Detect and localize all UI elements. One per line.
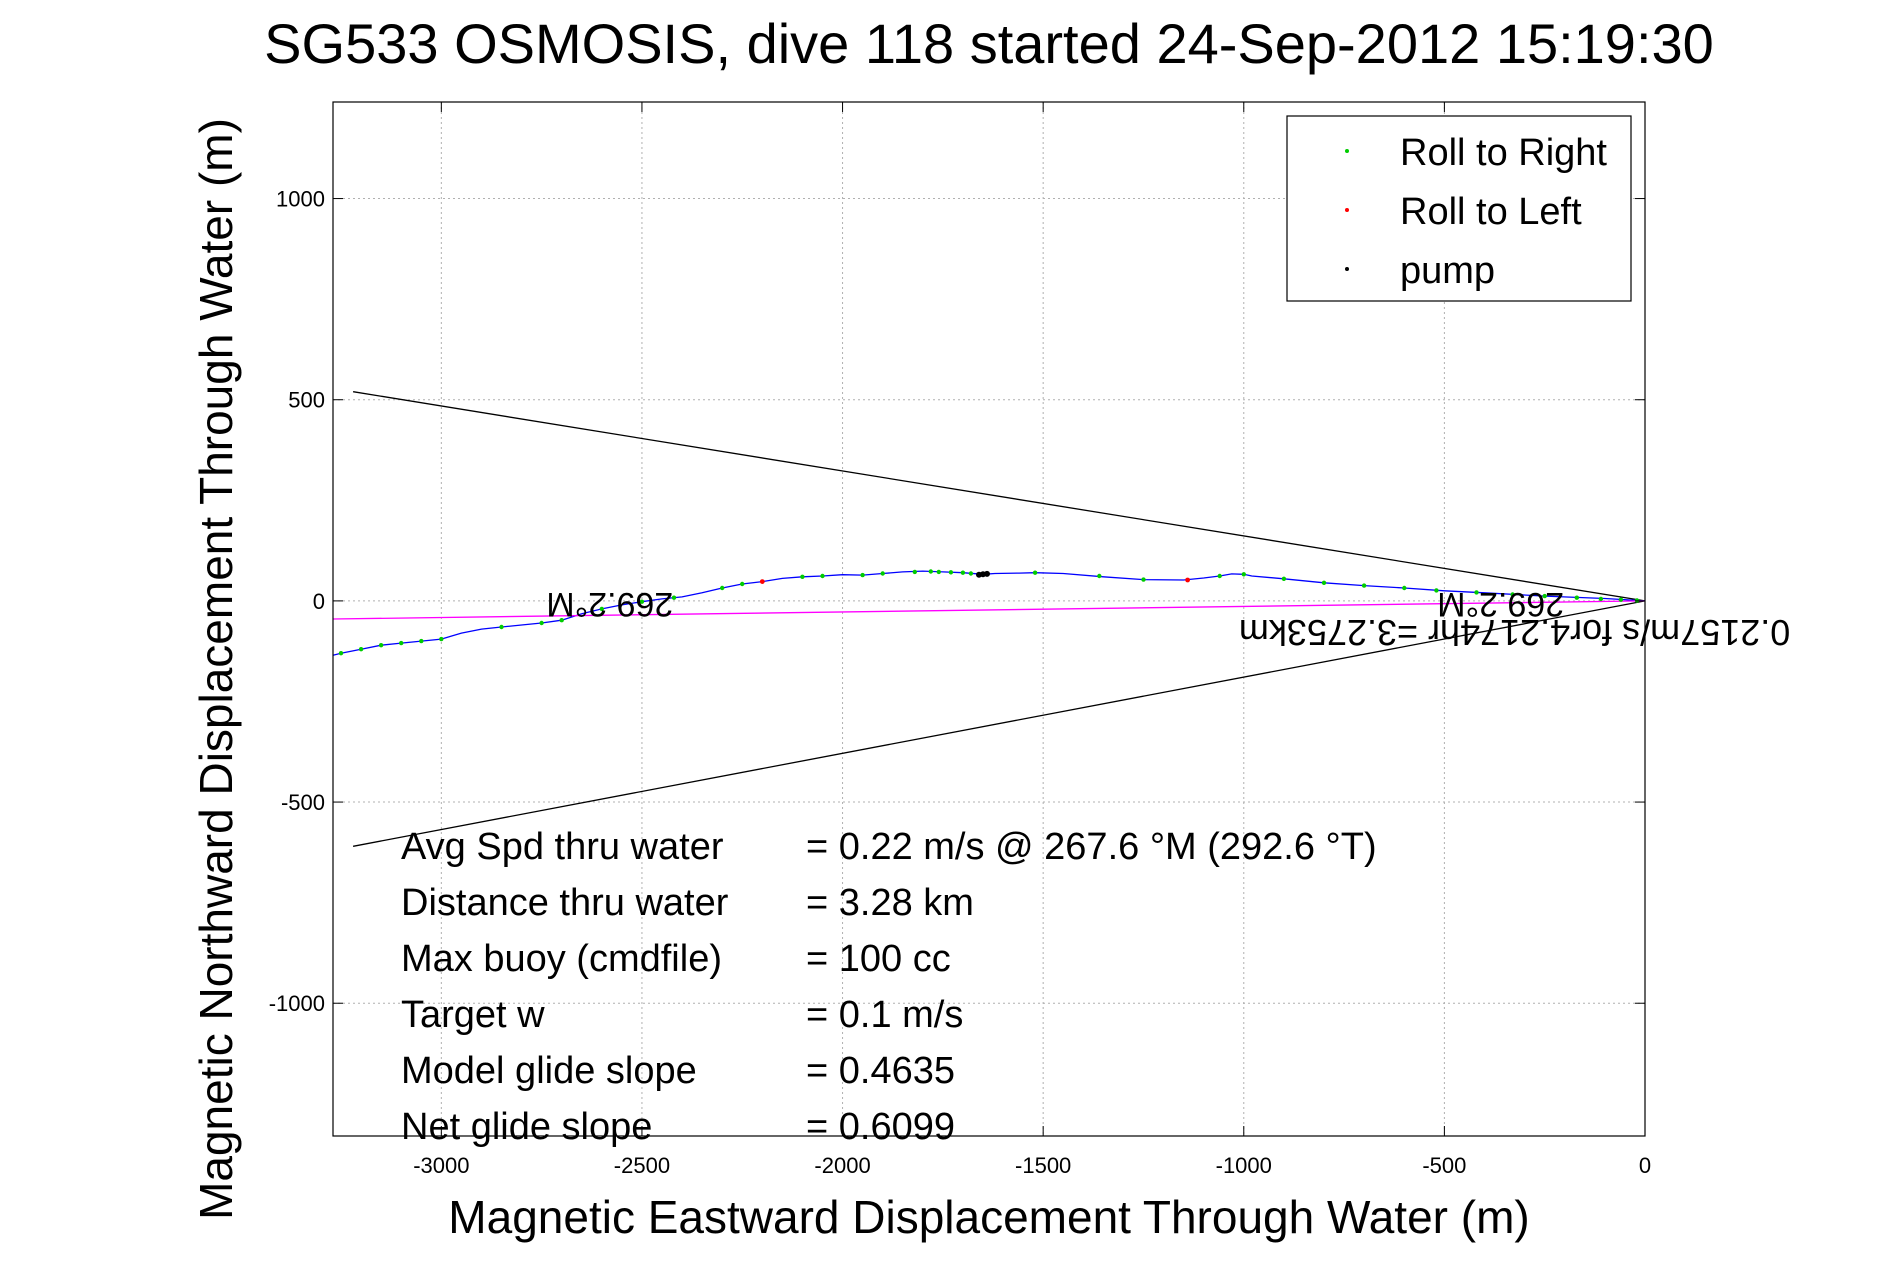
annotation-label: 269.2°M [546,585,673,623]
roll-right-marker [1510,592,1515,597]
axis-ticks: -3000 -2500 -2000 -1500 -1000 -500 0 -1000 -500 0… [269,102,1651,1178]
roll-right-marker [599,606,604,612]
roll-right-marker [720,585,725,591]
roll-right-marker [800,574,805,579]
roll-right-marker [1474,590,1479,595]
annotation-label: 269.2°M [1437,585,1564,623]
roll-right-marker [740,581,745,587]
legend-swatch [1345,149,1349,153]
roll-right-marker [1032,570,1038,575]
roll-right-marker [1598,596,1604,602]
stats-value: = 0.1 m/s [806,994,963,1036]
roll-right-marker [1097,573,1102,579]
x-tick-label: -2500 [614,1153,670,1178]
roll-right-marker [928,569,933,574]
roll-right-marker [539,620,544,626]
roll-right-marker [559,618,564,623]
roll-left-marker [759,579,765,584]
roll-right-marker [820,573,825,579]
roll-left-marker [1185,577,1190,583]
stats-block: Avg Spd thru water = 0.22 m/s @ 267.6 °M … [401,826,1377,1148]
x-tick-label: -500 [1422,1153,1466,1178]
roll-right-marker [960,570,966,575]
stats-label: Net glide slope [401,1106,652,1148]
legend-entry-label: Roll to Right [1400,132,1607,174]
stats-value: = 100 cc [806,938,951,980]
series-current-line [332,600,1646,620]
stats-label: Distance thru water [401,882,729,924]
stats-value: = 0.4635 [806,1050,955,1092]
roll-right-marker [1321,580,1327,585]
roll-right-marker [399,640,404,646]
stats-label: Model glide slope [401,1050,697,1092]
x-axis-label: Magnetic Eastward Displacement Through W… [448,1191,1529,1243]
roll-right-marker [358,647,364,652]
roll-right-marker [968,571,974,576]
roll-right-marker [1361,583,1367,588]
legend-entry-label: Roll to Left [1400,191,1582,233]
roll-right-marker [1141,577,1146,582]
roll-right-marker [860,572,865,578]
roll-right-marker [912,569,917,575]
x-tick-label: -1500 [1015,1153,1071,1178]
pump-marker [976,571,982,578]
y-tick-label: 1000 [276,187,325,212]
stats-label: Target w [401,994,545,1036]
roll-right-marker [948,570,954,575]
roll-right-marker [439,636,444,642]
roll-right-marker [1281,576,1287,581]
y-tick-label: 0 [313,589,325,614]
roll-right-marker [1618,597,1624,602]
stats-value: = 0.6099 [806,1106,955,1148]
series-cone-lower-line [352,600,1646,847]
roll-right-marker [1217,573,1222,579]
y-tick-label: -500 [281,790,325,815]
roll-right-marker [1241,572,1247,577]
roll-right-marker [338,651,344,656]
roll-right-marker [671,595,677,600]
y-tick-label: 500 [288,388,325,413]
y-axis-label: Magnetic Northward Displacement Through … [190,118,242,1220]
roll-right-marker [936,569,941,575]
x-tick-label: -2000 [814,1153,870,1178]
direction-cone [352,391,1646,847]
annotation-label: 0.2157m/s for4.2174hr =3.2753km [1239,612,1790,653]
x-tick-label: -3000 [413,1153,469,1178]
roll-right-marker [378,643,384,648]
x-tick-label: -1000 [1216,1153,1272,1178]
legend-swatch [1345,208,1349,212]
roll-right-marker [1542,593,1547,599]
stats-label: Max buoy (cmdfile) [401,938,722,980]
roll-right-marker [880,571,885,576]
series-cone-upper-line [352,391,1646,602]
x-tick-label: 0 [1639,1153,1651,1178]
legend-swatch [1345,267,1349,271]
grid-lines [333,102,1646,1136]
roll-right-marker [1434,588,1439,593]
roll-right-marker [1574,595,1580,600]
stats-label: Avg Spd thru water [401,826,724,868]
stats-value: = 3.28 km [806,882,974,924]
legend-entry-label: pump [1400,250,1495,292]
legend: Roll to Right Roll to Left pump [1286,115,1632,302]
stats-value: = 0.22 m/s @ 267.6 °M (292.6 °T) [806,826,1377,868]
legend-box [1286,115,1632,302]
plot-frame [332,101,1646,1137]
roll-right-marker [419,638,424,644]
marker-layer [338,569,1640,656]
roll-right-marker [499,624,504,630]
roll-right-marker [639,599,645,604]
y-tick-label: -1000 [269,991,325,1016]
roll-right-marker [1402,585,1407,591]
chart-title: SG533 OSMOSIS, dive 118 started 24-Sep-2… [264,12,1714,75]
